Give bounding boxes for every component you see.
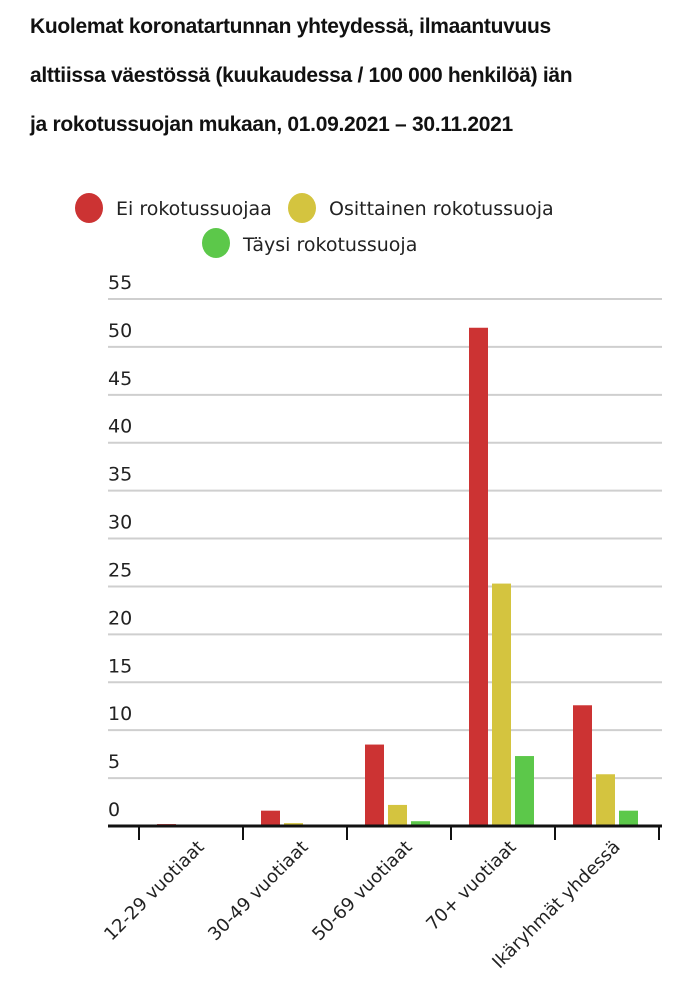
legend-swatch-yellow-icon: [288, 193, 316, 223]
legend: Ei rokotussuojaa Osittainen rokotussuoja…: [75, 193, 554, 258]
bar-t-ysi-rokotussuoja-4: [619, 810, 638, 826]
x-tick-label: 30-49 vuotiaat: [204, 837, 312, 945]
bar-ei-rokotussuojaa-3: [469, 327, 488, 826]
x-tick-label: 50-69 vuotiaat: [308, 837, 416, 945]
bar-t-ysi-rokotussuoja-3: [515, 756, 534, 826]
chart-title-line-3: ja rokotussuojan mukaan, 01.09.2021 – 30…: [30, 113, 513, 136]
y-tick-label: 40: [108, 416, 132, 438]
y-tick-label: 45: [108, 368, 132, 390]
legend-item-taysi-rokotussuoja[interactable]: Täysi rokotussuoja: [202, 228, 417, 258]
chart-title-line-1: Kuolemat koronatartunnan yhteydessä, ilm…: [30, 15, 551, 38]
y-tick-label: 35: [108, 464, 132, 486]
y-tick-label: 20: [108, 607, 132, 629]
y-tick-label: 25: [108, 559, 132, 581]
legend-item-ei-rokotussuojaa[interactable]: Ei rokotussuojaa: [75, 193, 272, 223]
x-tick-label: 12-29 vuotiaat: [100, 837, 208, 945]
x-tick-label: 70+ vuotiaat: [422, 837, 520, 935]
y-tick-label: 10: [108, 703, 132, 725]
y-tick-label: 50: [108, 320, 132, 342]
bar-osittainen-rokotussuoja-2: [388, 804, 407, 826]
legend-label-taysi-rokotussuoja: Täysi rokotussuoja: [242, 234, 417, 256]
bar-ei-rokotussuojaa-1: [261, 810, 280, 826]
bar-osittainen-rokotussuoja-4: [596, 774, 615, 826]
legend-label-ei-rokotussuojaa: Ei rokotussuojaa: [116, 198, 272, 220]
chart-title-line-2: alttiissa väestössä (kuukaudessa / 100 0…: [30, 64, 573, 87]
gridlines: [108, 298, 662, 780]
bars: [157, 327, 638, 826]
bar-t-ysi-rokotussuoja-2: [411, 821, 430, 826]
y-tick-label: 5: [108, 751, 120, 773]
y-tick-label: 55: [108, 272, 132, 294]
y-tick-label: 30: [108, 512, 132, 534]
bar-osittainen-rokotussuoja-3: [492, 583, 511, 826]
y-tick-label: 15: [108, 655, 132, 677]
bar-ei-rokotussuojaa-2: [365, 744, 384, 826]
chart-title: Kuolemat koronatartunnan yhteydessä, ilm…: [30, 2, 680, 149]
x-axis: [108, 824, 662, 840]
bar-ei-rokotussuojaa-4: [573, 705, 592, 826]
y-axis-ticks: 0 5 10 15 20 25 30 35 40 45 50 55: [108, 272, 132, 821]
legend-swatch-red-icon: [75, 193, 103, 223]
legend-item-osittainen-rokotussuoja[interactable]: Osittainen rokotussuoja: [288, 193, 554, 223]
legend-label-osittainen-rokotussuoja: Osittainen rokotussuoja: [329, 198, 554, 220]
legend-swatch-green-icon: [202, 228, 230, 258]
y-tick-label: 0: [108, 799, 120, 821]
